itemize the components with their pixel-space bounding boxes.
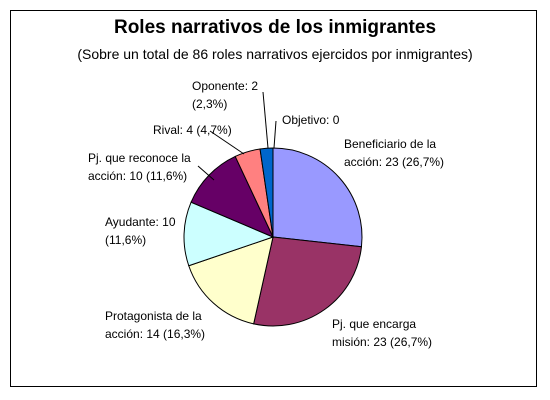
leader-line-6 [209,130,245,155]
slice-label-0: Objetivo: 0 [282,113,340,127]
pie-slices [183,147,363,327]
chart-title: Roles narrativos de los inmigrantes [113,17,437,38]
slice-label-7: Oponente: 2 (2,3%) [192,79,258,111]
pie-slice-1 [272,147,363,248]
pie-slice-2 [253,236,363,327]
leader-lines [197,91,277,181]
pie-slice-7 [259,147,274,238]
slice-label-3: Protagonista de la acción: 14 (16,3%) [105,309,205,341]
slice-label-1: Beneficiario de la acción: 23 (26,7%) [344,137,444,169]
chart-subtitle: (Sobre un total de 86 roles narrativos e… [77,46,473,62]
pie-slice-4 [183,201,275,267]
leader-line-7 [262,91,269,149]
leader-line-0 [273,120,277,149]
slice-label-6: Rival: 4 (4,7%) [153,123,232,137]
slice-label-5: Pj. que reconoce la acción: 10 (11,6%) [88,151,191,183]
slice-label-2: Pj. que encarga misión: 23 (26,7%) [332,317,432,349]
slice-label-4: Ayudante: 10 (11,6%) [105,215,176,247]
data-labels: Objetivo: 0 Beneficiario de la acción: 23 … [88,79,444,349]
leader-line-5 [197,165,215,181]
